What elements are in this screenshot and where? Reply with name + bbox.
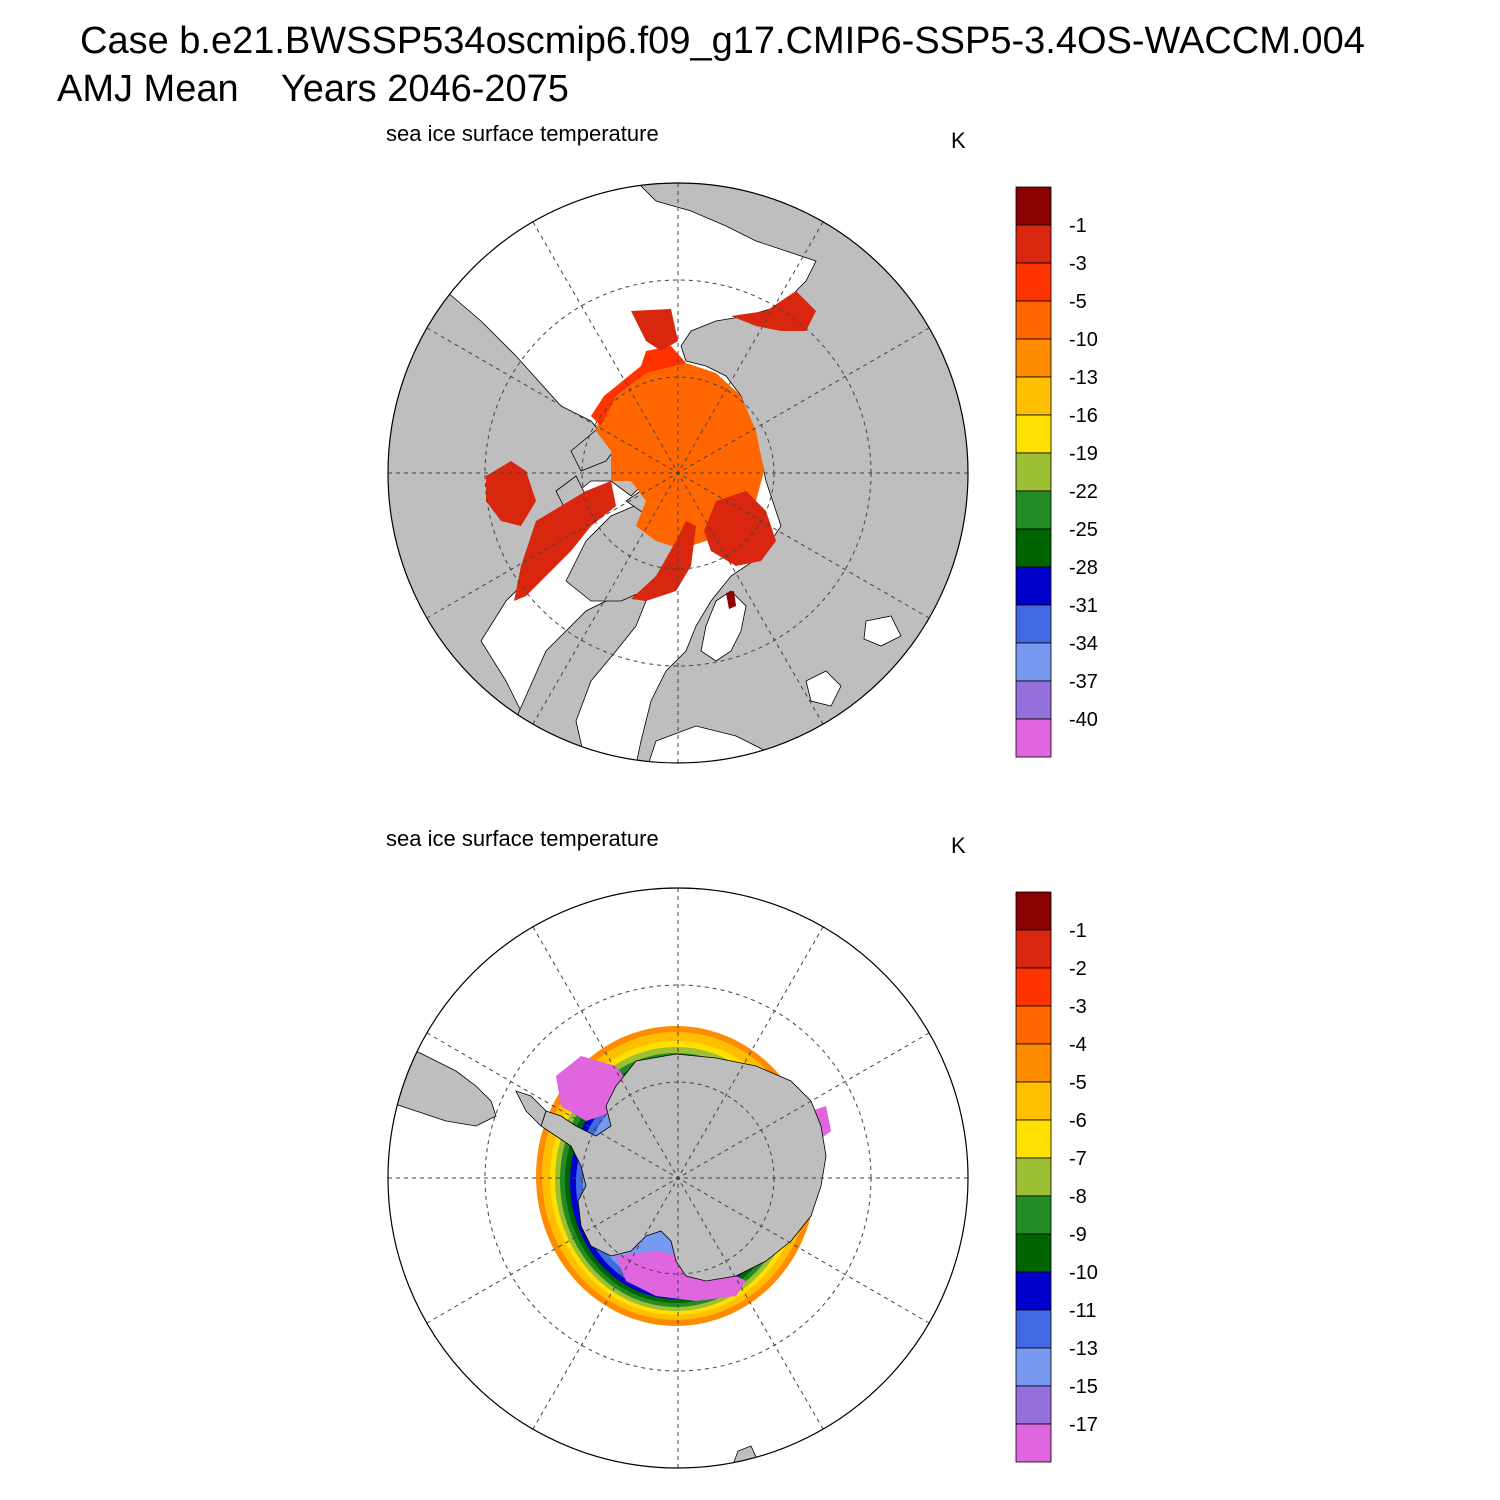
- colorbar-tick-label: -6: [1069, 1110, 1087, 1132]
- sh-units-label: K: [951, 833, 966, 858]
- colorbar-swatch: [1015, 680, 1052, 720]
- sh-panel-title: sea ice surface temperature: [386, 826, 659, 851]
- nh-colorbar: -1 -3 -5 -10 -13 -16 -19 -22 -25 -28 -31 -34 -37 -40: [1015, 186, 1098, 758]
- sea-ice-hudson-bay: [486, 461, 536, 526]
- colorbar-tick-label: -10: [1069, 329, 1098, 351]
- sea-ice-barents-kara: [704, 491, 776, 566]
- colorbar-swatch: [1015, 1309, 1052, 1349]
- colorbar-swatch: [1015, 566, 1052, 606]
- colorbar-swatch: [1015, 1119, 1052, 1159]
- colorbar-tick-label: -15: [1069, 1376, 1098, 1398]
- colorbar-swatch: [1015, 642, 1052, 682]
- colorbar-tick-label: -37: [1069, 671, 1098, 693]
- nh-panel-title: sea ice surface temperature: [386, 121, 659, 146]
- colorbar-swatch: [1015, 1233, 1052, 1273]
- nh-units-label: K: [951, 128, 966, 153]
- colorbar-tick-label: -7: [1069, 1148, 1087, 1170]
- colorbar-swatch: [1015, 262, 1052, 302]
- colorbar-tick-label: -17: [1069, 1414, 1098, 1436]
- map-boundary: [387, 182, 969, 764]
- colorbar-swatch: [1015, 929, 1052, 969]
- colorbar-tick-label: -2: [1069, 958, 1087, 980]
- colorbar-swatch: [1015, 1271, 1052, 1311]
- colorbar-tick-label: -13: [1069, 1338, 1098, 1360]
- colorbar-tick-label: -9: [1069, 1224, 1087, 1246]
- sea-ice-bering: [631, 309, 678, 351]
- antarctic-peninsula-land: [515, 1090, 547, 1127]
- colorbar-tick-label: -1: [1069, 215, 1087, 237]
- colorbar-swatch: [1015, 1385, 1052, 1425]
- colorbar-swatch: [1015, 891, 1052, 931]
- colorbar-tick-label: -4: [1069, 1034, 1087, 1056]
- colorbar-swatch: [1015, 1043, 1052, 1083]
- colorbar-swatch: [1015, 224, 1052, 264]
- colorbar-tick-label: -16: [1069, 405, 1098, 427]
- colorbar-tick-label: -25: [1069, 519, 1098, 541]
- colorbar-tick-label: -10: [1069, 1262, 1098, 1284]
- colorbar-tick-label: -8: [1069, 1186, 1087, 1208]
- colorbar-tick-label: -3: [1069, 253, 1087, 275]
- colorbar-swatch: [1015, 1195, 1052, 1235]
- baltic-sea: [700, 590, 747, 662]
- sea-ice-gulf-bothnia: [726, 591, 736, 609]
- arctic-polar-map: [387, 182, 969, 764]
- colorbar-tick-label: -1: [1069, 920, 1087, 942]
- colorbar-swatch: [1015, 718, 1052, 758]
- colorbar-swatch: [1015, 1347, 1052, 1387]
- black-sea: [863, 615, 902, 647]
- colorbar-swatch: [1015, 528, 1052, 568]
- antarctic-polar-map: [387, 887, 969, 1469]
- colorbar-swatch: [1015, 1005, 1052, 1045]
- years-label: Years 2046-2075: [280, 68, 569, 110]
- colorbar-swatch: [1015, 490, 1052, 530]
- sea-ice-pacific-margin: [591, 346, 686, 426]
- colorbar-tick-label: -28: [1069, 557, 1098, 579]
- figure-subtitle: AMJ Mean Years 2046-2075: [57, 70, 569, 108]
- colorbar-tick-label: -5: [1069, 291, 1087, 313]
- caspian-sea: [805, 670, 842, 707]
- colorbar-swatch: [1015, 1081, 1052, 1121]
- colorbar-swatch: [1015, 1423, 1052, 1463]
- sea-ice-ross-interior: [616, 1251, 746, 1301]
- colorbar-tick-label: -5: [1069, 1072, 1087, 1094]
- sea-ice-east-greenland: [631, 521, 696, 601]
- colorbar-tick-label: -19: [1069, 443, 1098, 465]
- figure-title: Case b.e21.BWSSP534oscmip6.f09_g17.CMIP6…: [80, 20, 1365, 62]
- colorbar-tick-label: -11: [1069, 1300, 1096, 1322]
- colorbar-tick-label: -40: [1069, 709, 1098, 731]
- colorbar-swatch: [1015, 967, 1052, 1007]
- colorbar-swatch: [1015, 338, 1052, 378]
- graticule: [388, 183, 968, 763]
- colorbar-tick-label: -34: [1069, 633, 1098, 655]
- colorbar-swatch: [1015, 414, 1052, 454]
- colorbar-swatch: [1015, 376, 1052, 416]
- colorbar-tick-label: -3: [1069, 996, 1087, 1018]
- colorbar-swatch: [1015, 604, 1052, 644]
- season-label: AMJ Mean: [57, 68, 239, 110]
- sh-colorbar: -1 -2 -3 -4 -5 -6 -7 -8 -9 -10 -11 -13 -15 -17: [1015, 891, 1098, 1463]
- north-america-land: [505, 590, 647, 763]
- colorbar-swatch: [1015, 1157, 1052, 1197]
- colorbar-tick-label: -13: [1069, 367, 1098, 389]
- antarctica-land: [540, 1053, 827, 1282]
- colorbar-swatch: [1015, 300, 1052, 340]
- colorbar-tick-label: -31: [1069, 595, 1098, 617]
- sea-ice-baffin-labrador: [514, 481, 616, 601]
- map-boundary: [387, 887, 969, 1469]
- sea-ice-okhotsk: [731, 291, 816, 331]
- colorbar-swatch: [1015, 452, 1052, 492]
- graticule: [388, 888, 968, 1468]
- colorbar-swatch: [1015, 186, 1052, 226]
- colorbar-tick-label: -22: [1069, 481, 1098, 503]
